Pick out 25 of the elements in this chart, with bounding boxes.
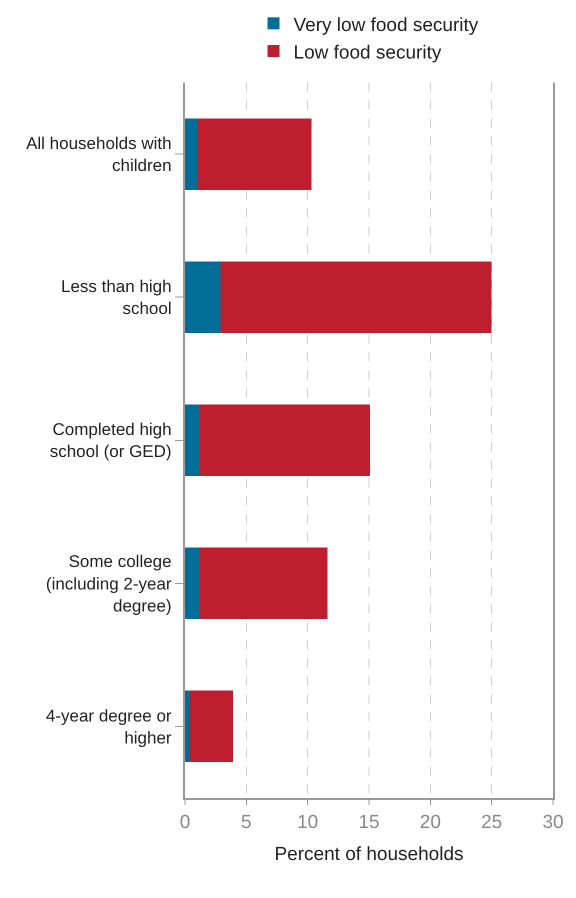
x-axis-title: Percent of households [274,844,464,866]
x-tick-label: 30 [542,812,564,833]
bar [220,261,492,333]
legend-label: Low food security [294,42,442,64]
bar [185,690,190,762]
y-tick-label: Completed high school (or GED) [50,420,172,462]
x-tick-label: 25 [481,812,502,833]
bar [197,118,312,190]
bar [185,118,198,190]
y-tick-label: Some college (including 2-year degree) [46,552,172,616]
bar [200,404,370,476]
x-tick-label: 15 [358,812,380,833]
x-tick-label: 5 [241,812,252,833]
y-tick-label: Less than high school [61,277,172,318]
y-tick-label: 4-year degree or higher [46,706,172,748]
x-tick-label: 10 [297,812,318,833]
y-tick-label: All households with children [26,134,172,176]
bar [190,690,233,762]
bar [185,261,221,333]
x-tick-label: 0 [180,812,190,833]
bar [185,404,200,476]
legend-label: Very low food security [294,14,479,36]
x-tick-label: 20 [420,812,441,833]
bar [200,548,328,620]
bar [185,548,200,620]
